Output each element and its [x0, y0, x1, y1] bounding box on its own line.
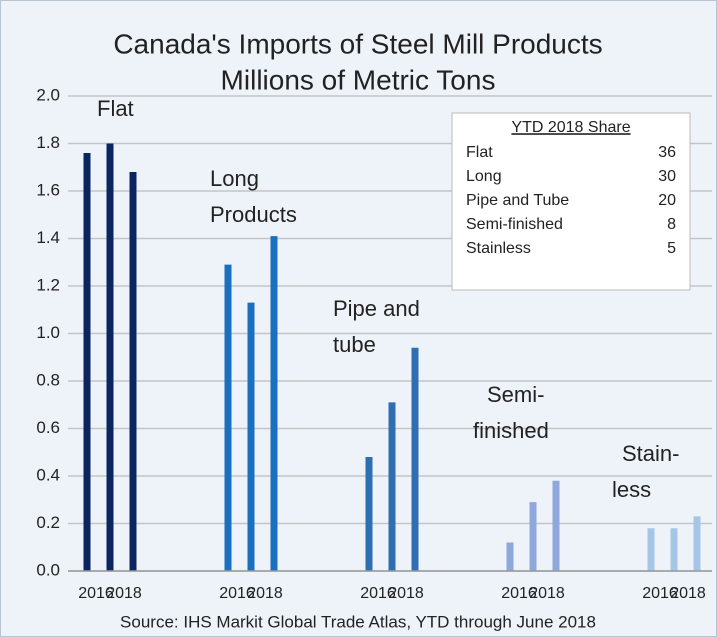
inset-value: 36: [658, 144, 676, 161]
x-tick-label: 2016: [219, 585, 255, 602]
bar: [552, 480, 560, 571]
y-tick-label: 0.8: [36, 370, 60, 389]
y-tick-label: 2.0: [36, 85, 60, 104]
inset-value: 20: [658, 192, 676, 209]
chart-title: Canada's Imports of Steel Mill Products: [113, 28, 602, 59]
inset-name: Flat: [466, 144, 493, 161]
bar: [411, 347, 419, 571]
bar: [270, 236, 278, 571]
inset-value: 8: [667, 216, 676, 233]
bar: [647, 528, 655, 571]
x-tick-label: 2018: [388, 585, 424, 602]
y-tick-label: 1.2: [36, 275, 60, 294]
group-label: Flat: [97, 96, 134, 121]
inset-name: Stainless: [466, 240, 531, 257]
bar: [224, 264, 232, 571]
group-label: tube: [333, 332, 376, 357]
y-tick-label: 0.2: [36, 513, 60, 532]
y-tick-label: 1.0: [36, 323, 60, 342]
x-tick-label: 2016: [360, 585, 396, 602]
inset-box: [451, 112, 691, 291]
x-tick-label: 2016: [78, 585, 114, 602]
y-tick-label: 0.4: [36, 465, 60, 484]
bar: [506, 542, 514, 571]
group-label: Semi-: [487, 382, 544, 407]
x-tick-label: 2016: [642, 585, 678, 602]
group-label: finished: [473, 418, 549, 443]
bar: [529, 502, 537, 571]
inset-name: Pipe and Tube: [466, 192, 569, 209]
bar: [388, 402, 396, 571]
y-tick-label: 1.4: [36, 228, 60, 247]
x-tick-label: 2016: [501, 585, 537, 602]
bar: [129, 172, 137, 571]
inset-name: Semi-finished: [466, 216, 563, 233]
y-tick-label: 0.6: [36, 418, 60, 437]
inset-title: YTD 2018 Share: [511, 119, 630, 136]
source: Source: IHS Markit Global Trade Atlas, Y…: [120, 612, 596, 631]
chart-subtitle: Millions of Metric Tons: [221, 64, 496, 95]
group-label: Stain-: [622, 441, 679, 466]
y-tick-label: 0.0: [36, 560, 60, 579]
group-label: Long: [210, 166, 259, 191]
group-label: Products: [210, 202, 297, 227]
bar: [106, 143, 114, 571]
inset-value: 5: [667, 240, 676, 257]
group-label: Pipe and: [333, 296, 420, 321]
bar: [365, 457, 373, 571]
y-tick-label: 1.6: [36, 180, 60, 199]
x-tick-label: 2018: [529, 585, 565, 602]
bar: [247, 302, 255, 571]
inset-value: 30: [658, 168, 676, 185]
bar: [693, 516, 701, 571]
bar: [83, 153, 91, 571]
group-label: less: [612, 477, 651, 502]
x-tick-label: 2018: [670, 585, 706, 602]
y-tick-label: 1.8: [36, 133, 60, 152]
x-tick-label: 2018: [247, 585, 283, 602]
bar: [670, 528, 678, 571]
inset-name: Long: [466, 168, 502, 185]
x-tick-label: 2018: [106, 585, 142, 602]
